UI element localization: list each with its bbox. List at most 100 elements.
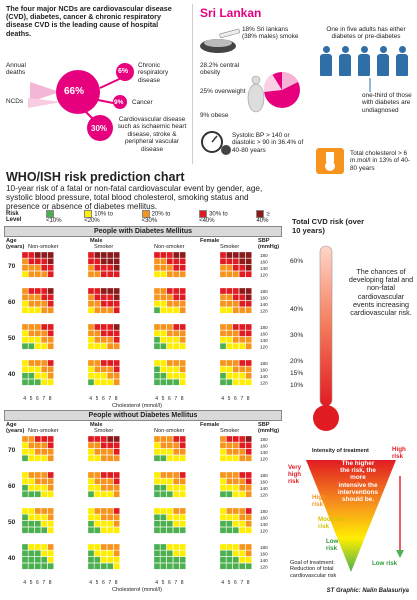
- risk-cell: [47, 251, 54, 259]
- risk-cell: [173, 491, 180, 498]
- risk-cell: [21, 514, 29, 521]
- risk-cell: [107, 455, 114, 462]
- risk-cell: [219, 471, 227, 479]
- cholesterol-value: 4: [23, 580, 26, 586]
- risk-cell: [113, 543, 120, 551]
- risk-cell: [87, 435, 95, 443]
- risk-cell: [219, 271, 227, 278]
- risk-cell: [232, 372, 239, 379]
- risk-cell: [226, 264, 233, 271]
- risk-cell: [232, 442, 239, 449]
- risk-cell: [166, 307, 173, 314]
- who-chart-title: WHO/ISH risk prediction chart: [6, 170, 185, 184]
- risk-cell: [34, 330, 41, 337]
- risk-cell: [245, 478, 252, 485]
- risk-cell: [219, 442, 227, 449]
- legend-item: <10%: [46, 210, 70, 224]
- cholesterol-text: Total cholesterol > 6 m.mol/l in 13% of …: [350, 150, 411, 172]
- risk-cell: [245, 287, 252, 295]
- risk-cell: [245, 258, 252, 265]
- ncds-label: NCDs: [6, 98, 24, 105]
- risk-cell: [173, 336, 180, 343]
- risk-cell: [47, 343, 54, 350]
- risk-cell: [41, 491, 48, 498]
- age-value: 50: [8, 335, 16, 342]
- risk-cell: [113, 336, 120, 343]
- risk-cell: [113, 448, 120, 455]
- risk-cell: [107, 330, 114, 337]
- risk-cell: [232, 294, 239, 301]
- risk-cell: [41, 251, 48, 259]
- age-value: 40: [8, 555, 16, 562]
- risk-cell: [87, 471, 95, 479]
- risk-cell: [226, 556, 233, 563]
- risk-cell: [47, 359, 54, 367]
- risk-cell: [153, 379, 161, 386]
- cholesterol-value: 8: [115, 580, 118, 586]
- risk-cell: [94, 448, 101, 455]
- risk-cell: [107, 372, 114, 379]
- risk-cell: [94, 563, 101, 570]
- risk-cell: [239, 543, 246, 551]
- risk-cell: [226, 448, 233, 455]
- risk-cell: [107, 448, 114, 455]
- risk-cell: [219, 379, 227, 386]
- risk-cell: [94, 507, 101, 515]
- risk-cell: [41, 258, 48, 265]
- risk-cell: [94, 527, 101, 534]
- risk-cell: [245, 307, 252, 314]
- risk-cell: [94, 343, 101, 350]
- risk-cell: [232, 323, 239, 331]
- risk-cell: [160, 287, 167, 295]
- risk-cell: [87, 543, 95, 551]
- sbp-value: 140: [260, 374, 268, 379]
- risk-cell: [34, 294, 41, 301]
- risk-cell: [173, 300, 180, 307]
- risk-cell: [226, 507, 233, 515]
- risk-cell: [226, 435, 233, 443]
- risk-cell: [160, 264, 167, 271]
- risk-cell: [94, 271, 101, 278]
- risk-cell: [219, 366, 227, 373]
- person-icon: [339, 46, 351, 76]
- risk-cell: [239, 478, 246, 485]
- cholesterol-value: 7: [240, 396, 243, 402]
- risk-cell: [160, 251, 167, 259]
- annual-deaths-label: Annual deaths: [6, 62, 26, 77]
- cholesterol-value: 6: [168, 580, 171, 586]
- risk-cell: [219, 336, 227, 343]
- risk-cell: [41, 271, 48, 278]
- risk-cell: [21, 435, 29, 443]
- risk-cell: [245, 300, 252, 307]
- risk-cell: [113, 264, 120, 271]
- risk-cell: [87, 448, 95, 455]
- high-risk-label: High risk: [312, 494, 326, 508]
- risk-cell: [239, 442, 246, 449]
- moderate-risk-label: Moderate risk: [318, 516, 346, 530]
- risk-cell: [173, 543, 180, 551]
- risk-cell: [232, 478, 239, 485]
- risk-cell: [94, 520, 101, 527]
- risk-cell: [113, 527, 120, 534]
- risk-cell: [226, 323, 233, 331]
- risk-cell: [107, 478, 114, 485]
- sbp-value: 160: [260, 296, 268, 301]
- age-value: 50: [8, 519, 16, 526]
- central-obesity-text: 28.2% central obesity: [200, 62, 240, 77]
- risk-cell: [173, 251, 180, 259]
- non-smoker-label: Non-smoker: [154, 428, 185, 434]
- risk-cell: [21, 343, 29, 350]
- risk-cell: [219, 307, 227, 314]
- risk-cell: [166, 507, 173, 515]
- risk-cell: [173, 478, 180, 485]
- risk-cell: [113, 271, 120, 278]
- risk-cell: [28, 379, 35, 386]
- risk-cell: [21, 258, 29, 265]
- risk-cell: [107, 343, 114, 350]
- risk-cell: [94, 251, 101, 259]
- risk-cell: [232, 435, 239, 443]
- risk-cell: [239, 258, 246, 265]
- risk-cell: [166, 527, 173, 534]
- legend-item: ≥ 40%: [256, 210, 270, 224]
- thermometer-tick-label: 10%: [290, 382, 304, 389]
